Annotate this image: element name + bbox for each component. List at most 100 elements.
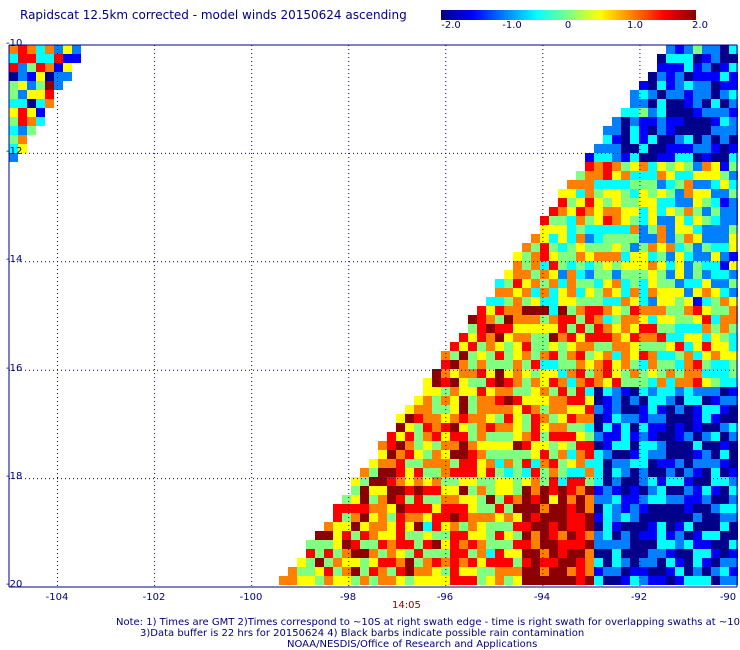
wind-difference-cell [594, 396, 603, 405]
wind-difference-cell [576, 459, 585, 468]
wind-difference-cell [459, 414, 468, 423]
wind-difference-cell [666, 108, 675, 117]
wind-difference-cell [639, 252, 648, 261]
wind-difference-cell [432, 378, 441, 387]
wind-difference-cell [540, 549, 549, 558]
wind-difference-cell [324, 540, 333, 549]
wind-difference-cell [513, 315, 522, 324]
wind-difference-cell [351, 522, 360, 531]
wind-difference-cell [666, 297, 675, 306]
wind-difference-cell [387, 540, 396, 549]
wind-difference-cell [441, 387, 450, 396]
wind-difference-cell [639, 207, 648, 216]
wind-difference-cell [558, 351, 567, 360]
wind-difference-cell [729, 558, 738, 567]
wind-difference-cell [711, 252, 720, 261]
wind-difference-cell [513, 351, 522, 360]
wind-difference-cell [684, 567, 693, 576]
wind-difference-cell [513, 432, 522, 441]
wind-difference-cell [459, 441, 468, 450]
wind-difference-cell [648, 81, 657, 90]
wind-difference-cell [639, 423, 648, 432]
wind-difference-cell [558, 423, 567, 432]
wind-difference-cell [441, 468, 450, 477]
wind-difference-cell [666, 315, 675, 324]
wind-difference-cell [486, 504, 495, 513]
wind-difference-cell [468, 531, 477, 540]
wind-difference-cell [675, 504, 684, 513]
lat-label: -10 [6, 38, 23, 49]
wind-difference-cell [54, 81, 63, 90]
wind-difference-cell [477, 558, 486, 567]
wind-difference-cell [9, 72, 18, 81]
wind-difference-cell [657, 459, 666, 468]
wind-difference-cell [729, 144, 738, 153]
wind-difference-cell [414, 459, 423, 468]
wind-difference-cell [657, 126, 666, 135]
wind-difference-cell [459, 459, 468, 468]
wind-difference-cell [639, 117, 648, 126]
wind-difference-cell [558, 360, 567, 369]
wind-difference-cell [576, 531, 585, 540]
wind-difference-cell [495, 396, 504, 405]
wind-difference-cell [639, 225, 648, 234]
wind-difference-cell [711, 81, 720, 90]
wind-difference-cell [612, 189, 621, 198]
wind-difference-cell [594, 558, 603, 567]
wind-difference-cell [711, 54, 720, 63]
wind-difference-cell [540, 387, 549, 396]
wind-difference-cell [639, 369, 648, 378]
wind-difference-cell [603, 549, 612, 558]
wind-difference-cell [504, 405, 513, 414]
wind-difference-cell [27, 126, 36, 135]
wind-difference-cell [603, 495, 612, 504]
wind-difference-cell [522, 486, 531, 495]
wind-difference-cell [702, 225, 711, 234]
wind-difference-cell [594, 243, 603, 252]
wind-difference-cell [423, 531, 432, 540]
wind-difference-cell [684, 126, 693, 135]
wind-difference-cell [630, 180, 639, 189]
wind-difference-cell [423, 468, 432, 477]
wind-difference-cell [702, 252, 711, 261]
wind-difference-cell [666, 234, 675, 243]
wind-difference-cell [594, 468, 603, 477]
wind-difference-cell [432, 477, 441, 486]
wind-difference-cell [675, 207, 684, 216]
wind-difference-cell [621, 135, 630, 144]
wind-difference-cell [360, 513, 369, 522]
wind-difference-cell [540, 396, 549, 405]
wind-difference-cell [594, 504, 603, 513]
wind-difference-cell [675, 360, 684, 369]
wind-difference-cell [486, 405, 495, 414]
wind-difference-cell [612, 432, 621, 441]
wind-difference-cell [495, 477, 504, 486]
wind-difference-cell [540, 441, 549, 450]
wind-difference-cell [378, 477, 387, 486]
wind-difference-cell [423, 423, 432, 432]
wind-difference-cell [693, 387, 702, 396]
wind-difference-cell [495, 414, 504, 423]
wind-difference-cell [693, 126, 702, 135]
wind-difference-cell [720, 144, 729, 153]
wind-difference-cell [432, 576, 441, 585]
wind-difference-cell [441, 567, 450, 576]
wind-difference-cell [693, 135, 702, 144]
wind-difference-cell [666, 90, 675, 99]
wind-difference-cell [396, 450, 405, 459]
wind-difference-cell [711, 315, 720, 324]
wind-difference-cell [693, 396, 702, 405]
wind-difference-cell [450, 405, 459, 414]
wind-difference-cell [711, 459, 720, 468]
wind-difference-cell [720, 225, 729, 234]
wind-difference-cell [630, 126, 639, 135]
wind-difference-cell [693, 45, 702, 54]
wind-difference-cell [720, 549, 729, 558]
wind-difference-cell [612, 378, 621, 387]
wind-difference-cell [27, 63, 36, 72]
wind-difference-cell [684, 450, 693, 459]
wind-difference-cell [405, 504, 414, 513]
wind-difference-cell [648, 567, 657, 576]
wind-difference-cell [9, 117, 18, 126]
wind-difference-cell [486, 297, 495, 306]
